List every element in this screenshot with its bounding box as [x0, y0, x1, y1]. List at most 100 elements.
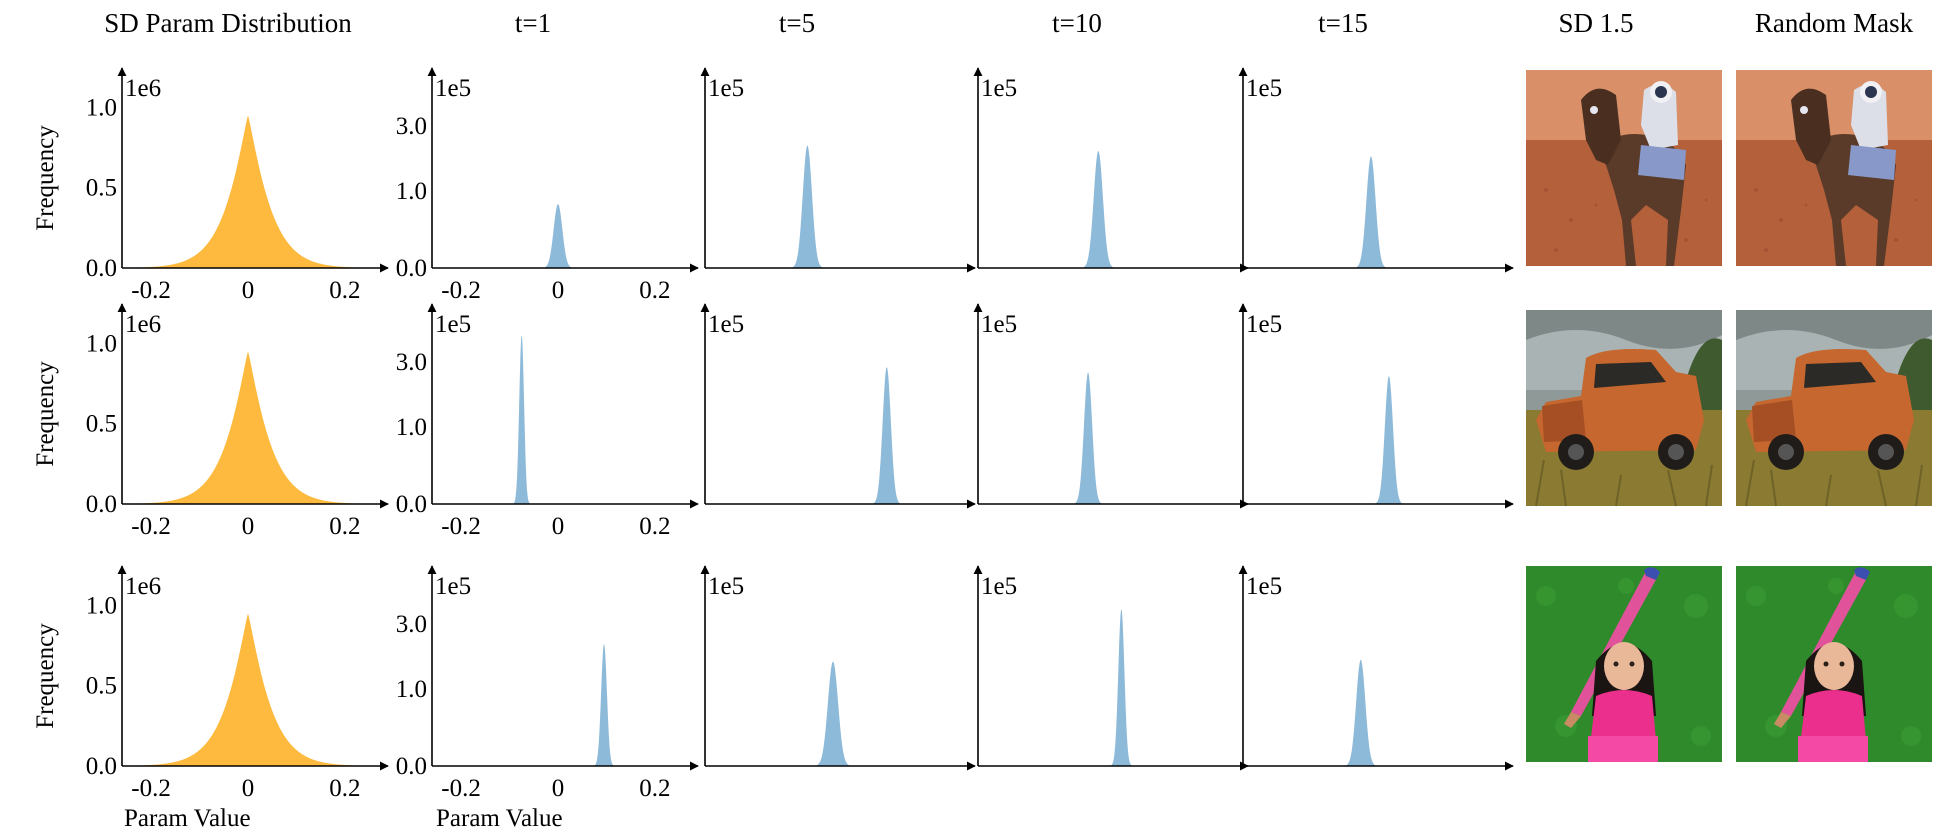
- y-tick-label: 0.0: [86, 753, 117, 780]
- scale-offset-label: 1e5: [435, 573, 471, 600]
- distribution-area: [1063, 372, 1113, 504]
- column-titles: SD Param Distribution t=1 t=5 t=10 t=15 SD 1.…: [104, 8, 1913, 38]
- distribution-area: [128, 613, 368, 766]
- y-tick-label: 0.0: [86, 255, 117, 282]
- y-tick-label: 1.0: [86, 94, 117, 121]
- column-title-2: t=1: [515, 8, 551, 38]
- panel-r3-t-1: 1e5 0.0 1.0 3.0 -0.2 0 0.2: [396, 565, 699, 802]
- scale-offset-label: 1e5: [981, 573, 1017, 600]
- x-tick-label: -0.2: [441, 775, 481, 802]
- random-mask-image-row2: [1735, 309, 1933, 507]
- distribution-area: [507, 335, 537, 504]
- panel-r3-t-15: 1e5: [1238, 565, 1514, 771]
- scale-offset-label: 1e5: [708, 311, 744, 338]
- y-tick-label: 3.0: [396, 349, 427, 376]
- distribution-area: [1333, 659, 1389, 766]
- x-tick-label: 0: [242, 775, 255, 802]
- xlabel-col2: Param Value: [436, 805, 563, 832]
- panel-r1-sd-param-distribution: 1e6 0.0 0.5 1.0 -0.2 0 0.2: [86, 67, 389, 304]
- scale-offset-label: 1e5: [1246, 75, 1282, 102]
- distribution-area: [1343, 156, 1399, 268]
- x-tick-label: 0.2: [329, 513, 360, 540]
- column-title-4: t=10: [1052, 8, 1102, 38]
- distribution-area: [128, 351, 368, 504]
- x-tick-label: 0: [552, 277, 565, 304]
- x-tick-label: 0.2: [329, 277, 360, 304]
- y-tick-label: 0.5: [86, 673, 117, 700]
- y-tick-label: 0.0: [396, 491, 427, 518]
- scale-offset-label: 1e5: [708, 75, 744, 102]
- random-mask-image-row1: [1736, 70, 1932, 266]
- distribution-area: [1102, 609, 1140, 766]
- ylabel-row1: Frequency: [32, 125, 59, 231]
- panel-r2-t-5: 1e5: [700, 303, 976, 509]
- x-tick-label: -0.2: [441, 513, 481, 540]
- y-tick-label: 0.5: [86, 175, 117, 202]
- distribution-area: [586, 644, 622, 766]
- x-tick-label: 0.2: [639, 277, 670, 304]
- sd15-image-row3: [1526, 566, 1722, 762]
- y-tick-label: 3.0: [396, 611, 427, 638]
- ylabel-row2: Frequency: [32, 361, 59, 467]
- scale-offset-label: 1e6: [125, 311, 161, 338]
- y-tick-label: 1.0: [86, 592, 117, 619]
- panel-r1-t-5: 1e5: [700, 67, 976, 273]
- distribution-area: [779, 145, 836, 268]
- scale-offset-label: 1e5: [1246, 311, 1282, 338]
- distribution-area: [531, 204, 585, 268]
- x-tick-label: 0: [242, 513, 255, 540]
- chart-panels: FrequencyFrequencyFrequency1e60.00.51.0-…: [32, 67, 1514, 802]
- sd15-image-row1: [1526, 70, 1722, 266]
- panel-r2-sd-param-distribution: 1e6 0.0 0.5 1.0 -0.2 0 0.2: [86, 303, 389, 540]
- panel-r2-t-1: 1e5 0.0 1.0 3.0 -0.2 0 0.2: [396, 303, 699, 540]
- x-tick-label: -0.2: [131, 775, 171, 802]
- sample-images: [1525, 70, 1933, 762]
- y-tick-label: 1.0: [396, 178, 427, 205]
- column-title-5: t=15: [1318, 8, 1368, 38]
- x-tick-label: 0: [242, 277, 255, 304]
- scale-offset-label: 1e5: [435, 75, 471, 102]
- scale-offset-label: 1e5: [1246, 573, 1282, 600]
- panel-r1-t-1: 1e5 0.0 1.0 3.0 -0.2 0 0.2: [396, 67, 699, 304]
- distribution-area: [862, 367, 912, 504]
- y-tick-label: 1.0: [396, 414, 427, 441]
- y-tick-label: 3.0: [396, 113, 427, 140]
- distribution-area: [128, 115, 368, 268]
- panel-r3-t-5: 1e5: [700, 565, 976, 771]
- column-title-7: Random Mask: [1755, 8, 1914, 38]
- x-tick-label: -0.2: [131, 277, 171, 304]
- distribution-area: [1070, 151, 1126, 268]
- column-title-1: SD Param Distribution: [104, 8, 352, 38]
- y-tick-label: 1.0: [86, 330, 117, 357]
- ylabel-row3: Frequency: [32, 623, 59, 729]
- column-title-6: SD 1.5: [1558, 8, 1633, 38]
- scale-offset-label: 1e5: [981, 75, 1017, 102]
- distribution-area: [802, 661, 864, 766]
- x-tick-label: 0.2: [639, 513, 670, 540]
- x-tick-label: 0: [552, 513, 565, 540]
- panel-r2-t-10: 1e5: [973, 303, 1249, 509]
- scale-offset-label: 1e5: [708, 573, 744, 600]
- panel-r3-t-10: 1e5: [973, 565, 1249, 771]
- random-mask-image-row3: [1736, 566, 1932, 762]
- panel-r2-t-15: 1e5: [1238, 303, 1514, 509]
- scale-offset-label: 1e5: [435, 311, 471, 338]
- scale-offset-label: 1e6: [125, 75, 161, 102]
- scale-offset-label: 1e5: [981, 311, 1017, 338]
- y-tick-label: 0.0: [86, 491, 117, 518]
- x-tick-label: 0: [552, 775, 565, 802]
- distribution-area: [1364, 376, 1414, 504]
- panel-r1-t-15: 1e5: [1238, 67, 1514, 273]
- scale-offset-label: 1e6: [125, 573, 161, 600]
- y-tick-label: 1.0: [396, 676, 427, 703]
- panel-r3-sd-param-distribution: 1e6 0.0 0.5 1.0 -0.2 0 0.2: [86, 565, 389, 802]
- panel-r1-t-10: 1e5: [973, 67, 1249, 273]
- column-title-3: t=5: [779, 8, 815, 38]
- x-tick-label: 0.2: [639, 775, 670, 802]
- x-tick-label: -0.2: [131, 513, 171, 540]
- y-tick-label: 0.5: [86, 411, 117, 438]
- sd15-image-row2: [1525, 309, 1723, 507]
- x-tick-label: -0.2: [441, 277, 481, 304]
- y-tick-label: 0.0: [396, 255, 427, 282]
